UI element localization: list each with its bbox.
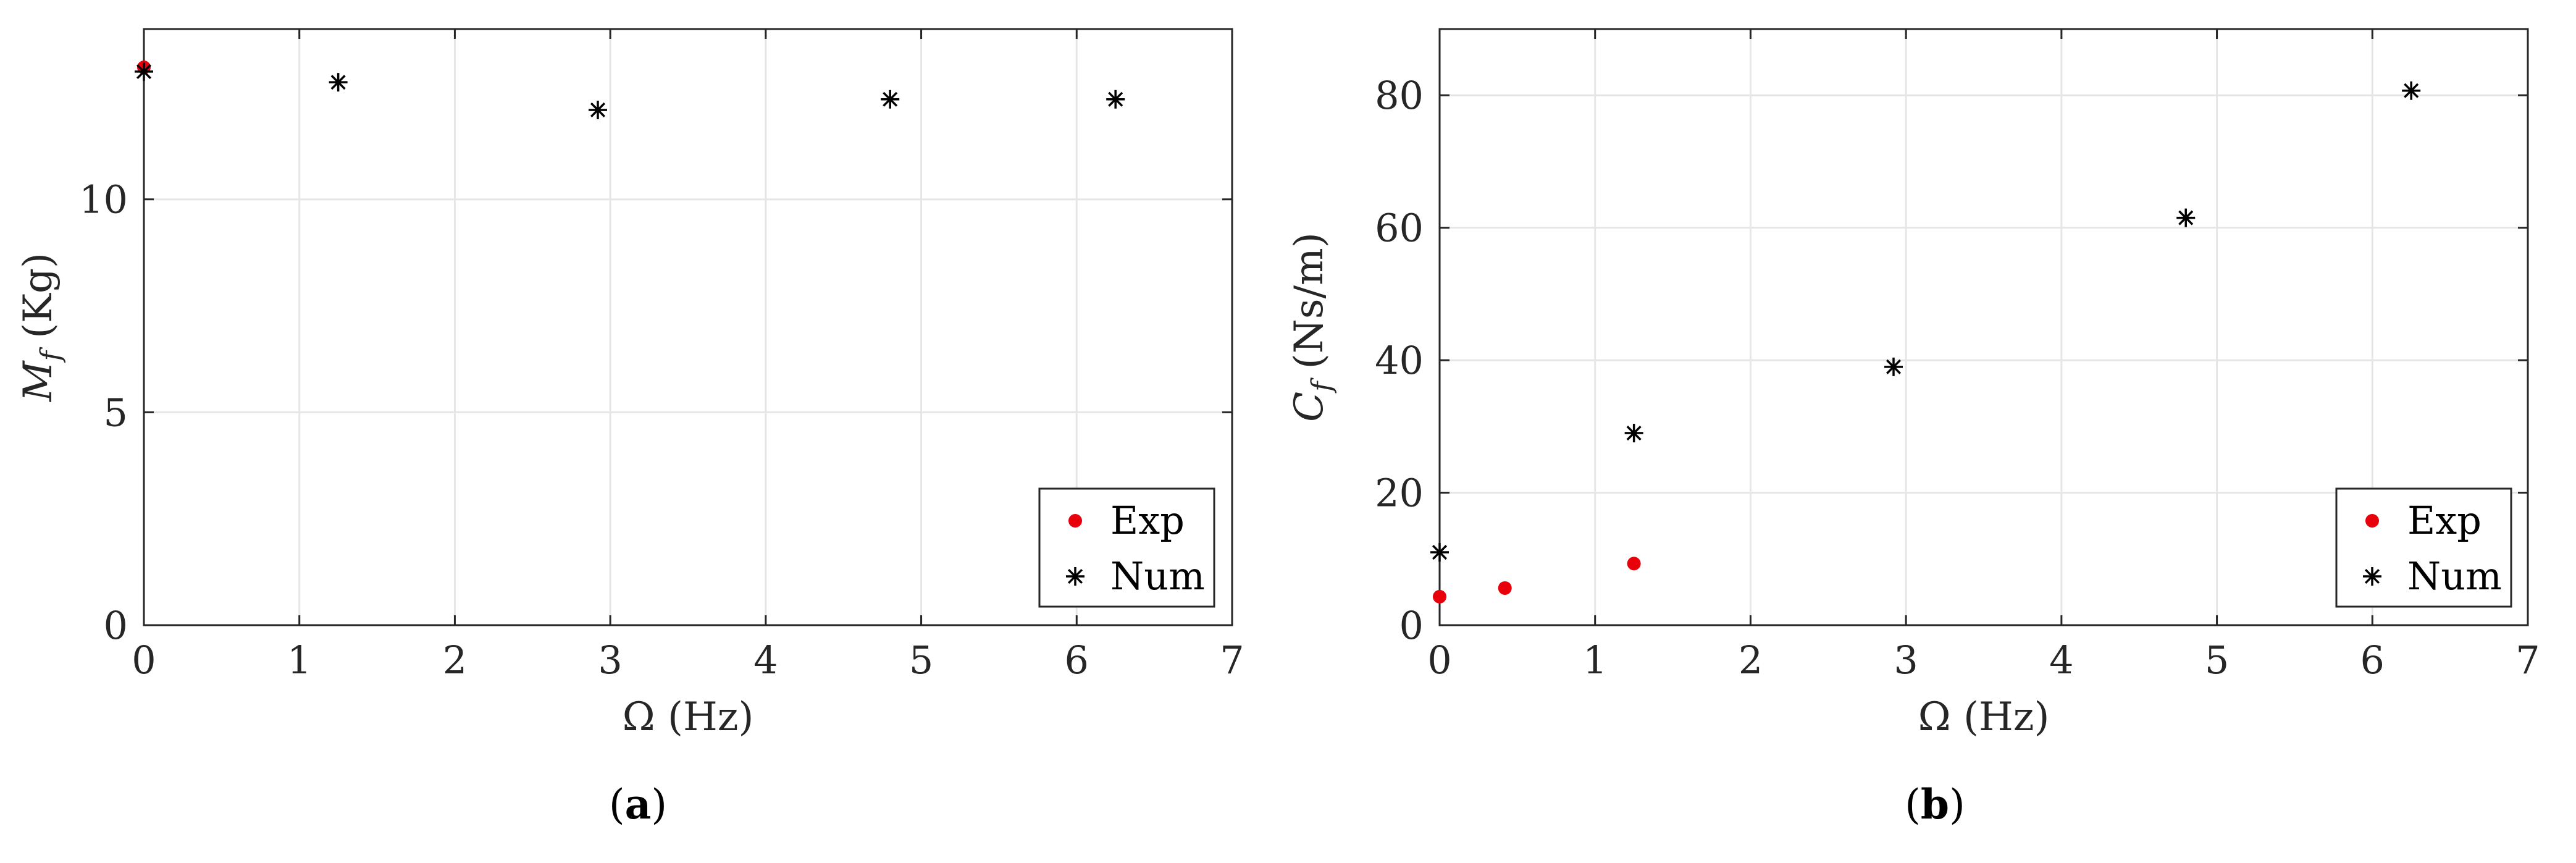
x-tick-label: 5 [2205, 638, 2229, 683]
x-tick-label: 1 [1583, 638, 1607, 683]
legend: Exp Num [1038, 487, 1215, 608]
y-tick-label: 0 [104, 603, 128, 648]
y-tick-label: 0 [1399, 603, 1424, 648]
panel-caption: (a) [609, 780, 667, 828]
series-exp [1433, 557, 1641, 604]
data-point [329, 73, 348, 92]
legend-box [1038, 487, 1215, 608]
legend-marker-num [1066, 567, 1085, 586]
x-tick-label: 7 [2515, 638, 2540, 683]
x-tick-label: 7 [1220, 638, 1244, 683]
data-point [881, 90, 900, 109]
y-axis-unit: (Ns/m) [1286, 232, 1332, 381]
y-tick-label: 5 [104, 390, 128, 435]
y-tick-label: 80 [1375, 73, 1424, 118]
data-point [1430, 543, 1449, 562]
legend-label: Exp [2407, 498, 2482, 543]
x-tick-label: 4 [2049, 638, 2073, 683]
y-axis-label: Cf (Ns/m) [1286, 232, 1338, 422]
x-tick-label: 4 [753, 638, 778, 683]
x-axis-label: Ω (Hz) [1918, 694, 2050, 740]
y-axis-unit: (Kg) [15, 253, 61, 351]
x-tick-label: 5 [909, 638, 933, 683]
legend: Exp Num [2335, 487, 2512, 608]
y-axis-symbol: M [15, 360, 61, 402]
data-point [1627, 557, 1641, 571]
x-axis-label: Ω (Hz) [623, 694, 754, 740]
y-tick-label: 20 [1375, 471, 1424, 516]
panel-label: b [1921, 780, 1949, 828]
data-point [2176, 208, 2196, 227]
legend-marker-num [2363, 567, 2381, 586]
data-point [135, 62, 153, 81]
y-axis-label: Mf (Kg) [15, 253, 67, 402]
series-num [1430, 81, 2421, 562]
y-tick-label: 40 [1375, 338, 1424, 383]
x-tick-label: 2 [1739, 638, 1763, 683]
x-tick-label: 3 [1894, 638, 1918, 683]
y-tick-label: 60 [1375, 206, 1424, 251]
x-tick-label: 2 [443, 638, 467, 683]
legend-marker-exp [2365, 514, 2379, 528]
legend-box [2335, 487, 2512, 608]
data-point [1498, 581, 1512, 595]
x-tick-label: 1 [287, 638, 311, 683]
data-point [1433, 589, 1446, 604]
data-point [1884, 357, 1903, 376]
y-axis-symbol: C [1286, 392, 1332, 422]
data-point [1624, 424, 1643, 443]
legend-label: Num [1110, 554, 1205, 599]
x-tick-label: 6 [2360, 638, 2385, 683]
panel-b: 0 1 2 3 4 5 6 7 0 20 40 60 80 Ω (Hz) Cf (Ns/m) Exp Num (b… [1286, 28, 2540, 828]
legend-marker-exp [1068, 514, 1082, 528]
data-point [589, 100, 608, 119]
data-point [1106, 90, 1125, 109]
y-tick-label: 10 [79, 177, 128, 222]
axes-frame [143, 28, 1233, 626]
axes-frame [1438, 28, 2529, 626]
panel-label: a [625, 780, 652, 828]
x-tick-label: 3 [598, 638, 622, 683]
x-tick-label: 0 [1427, 638, 1451, 683]
panel-a: 0 1 2 3 4 5 6 7 0 5 10 Ω (Hz) Mf (Kg) Exp Num (a) [15, 28, 1244, 828]
legend-label: Exp [1110, 498, 1185, 543]
x-tick-label: 6 [1065, 638, 1089, 683]
panel-caption: (b) [1905, 780, 1965, 828]
series-num [135, 62, 1125, 119]
x-tick-label: 0 [132, 638, 156, 683]
data-point [2402, 81, 2421, 100]
legend-label: Num [2407, 554, 2502, 599]
